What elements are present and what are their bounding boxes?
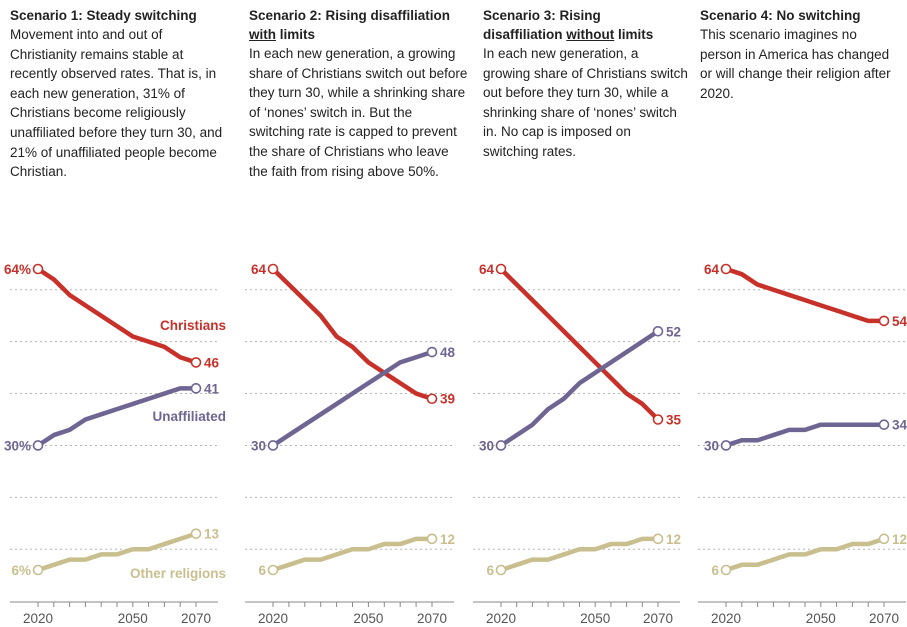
- start-point-unaffiliated: [267, 440, 279, 451]
- end-point-other: [190, 528, 202, 539]
- start-point-unaffiliated: [495, 440, 507, 451]
- start-point-christians: [495, 263, 507, 275]
- start-value-label: 30%: [4, 438, 31, 453]
- series-line-unaffiliated: [498, 329, 661, 448]
- end-point-unaffiliated: [652, 325, 664, 337]
- end-point-christians: [878, 315, 890, 327]
- start-value-label: 64%: [4, 262, 31, 277]
- x-tick-label: 2050: [353, 611, 383, 626]
- x-tick-label: 2050: [806, 611, 836, 626]
- start-value-label: 6: [711, 563, 719, 578]
- x-tick-label: 2070: [417, 611, 447, 626]
- end-value-label: 13: [204, 527, 220, 542]
- end-point-christians: [652, 414, 664, 425]
- start-point-other: [720, 564, 732, 576]
- start-point-christians: [32, 263, 44, 275]
- x-tick-label: 2070: [181, 611, 211, 626]
- series-line-other: [498, 536, 661, 573]
- start-value-label: 6: [486, 563, 494, 578]
- start-value-label: 30: [251, 438, 266, 453]
- end-value-label: 34: [892, 418, 907, 433]
- end-value-label: 46: [204, 355, 220, 370]
- start-point-christians: [720, 263, 732, 275]
- x-tick-label: 2050: [118, 611, 148, 626]
- series-line-other: [35, 531, 199, 573]
- x-tick-label: 2020: [258, 611, 288, 626]
- end-value-label: 12: [892, 532, 907, 547]
- x-tick-label: 2050: [580, 611, 610, 626]
- start-value-label: 6: [258, 563, 266, 578]
- series-line-christians: [270, 266, 435, 401]
- end-value-label: 12: [666, 532, 681, 547]
- end-point-unaffiliated: [878, 419, 890, 430]
- start-point-other: [32, 564, 44, 576]
- series-name-label: Unaffiliated: [152, 409, 226, 424]
- end-value-label: 35: [666, 413, 682, 428]
- end-point-christians: [426, 393, 438, 405]
- end-point-unaffiliated: [426, 346, 438, 358]
- start-value-label: 6%: [11, 563, 31, 578]
- series-name-label: Christians: [160, 318, 226, 333]
- start-point-unaffiliated: [720, 440, 732, 451]
- series-line-unaffiliated: [723, 422, 887, 448]
- end-point-christians: [190, 357, 202, 368]
- scenario-4-title: Scenario 4: No switching: [700, 8, 861, 23]
- series-line-christians: [723, 266, 887, 324]
- scenario-2-title: Scenario 2: Rising disaffiliation with l…: [249, 8, 451, 42]
- end-point-other: [426, 533, 438, 545]
- scenario-4-description: This scenario imagines no person in Amer…: [700, 27, 891, 101]
- series-line-other: [723, 536, 887, 573]
- start-value-label: 64: [704, 262, 720, 277]
- scenario-2-description: In each new generation, a growing share …: [249, 46, 468, 179]
- scenario-3-title: Scenario 3: Rising disaffiliation withou…: [483, 8, 654, 42]
- end-value-label: 54: [892, 314, 907, 329]
- scenario-1-text: Scenario 1: Steady switching Movement in…: [10, 6, 232, 182]
- x-tick-label: 2020: [486, 611, 516, 626]
- start-point-other: [267, 564, 279, 576]
- scenario-3-text: Scenario 3: Rising disaffiliation withou…: [483, 6, 705, 162]
- scenario-1-title: Scenario 1: Steady switching: [10, 8, 197, 23]
- start-value-label: 30: [704, 438, 719, 453]
- start-point-christians: [267, 263, 279, 275]
- end-value-label: 52: [666, 324, 681, 339]
- x-tick-label: 2020: [23, 611, 53, 626]
- x-tick-label: 2020: [711, 611, 741, 626]
- x-tick-label: 2070: [643, 611, 673, 626]
- end-value-label: 48: [440, 345, 456, 360]
- end-value-label: 39: [440, 392, 455, 407]
- start-value-label: 64: [251, 262, 267, 277]
- start-point-unaffiliated: [32, 440, 44, 451]
- series-name-label: Other religions: [130, 566, 226, 581]
- end-value-label: 41: [204, 381, 220, 396]
- end-value-label: 12: [440, 532, 455, 547]
- series-line-unaffiliated: [35, 386, 199, 448]
- series-line-unaffiliated: [270, 349, 435, 448]
- start-point-other: [495, 564, 507, 576]
- series-line-other: [270, 536, 435, 573]
- series-line-christians: [35, 266, 199, 365]
- end-point-other: [878, 533, 890, 545]
- scenario-4-text: Scenario 4: No switching This scenario i…: [700, 6, 907, 103]
- end-point-other: [652, 533, 664, 545]
- scenario-3-description: In each new generation, a growing share …: [483, 46, 688, 159]
- series-line-christians: [498, 266, 661, 422]
- scenario-1-description: Movement into and out of Christianity re…: [10, 27, 223, 180]
- start-value-label: 64: [479, 262, 495, 277]
- start-value-label: 30: [479, 438, 494, 453]
- x-tick-label: 2070: [869, 611, 899, 626]
- scenario-2-text: Scenario 2: Rising disaffiliation with l…: [249, 6, 471, 181]
- end-point-unaffiliated: [190, 383, 202, 394]
